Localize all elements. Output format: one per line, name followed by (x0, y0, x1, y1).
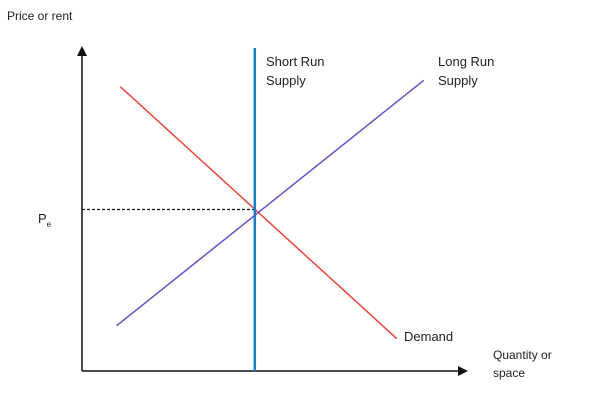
x-axis-label: Quantity or space (493, 348, 555, 380)
short-run-supply-label: Short Run Supply (266, 54, 328, 88)
long-run-supply-label-line-1: Long Run (438, 54, 494, 69)
short-run-supply-label-line-1: Short Run (266, 54, 325, 69)
y-axis-label: Price or rent (7, 9, 73, 23)
long-run-supply-label: Long Run Supply (438, 54, 498, 88)
y-tick-label-pe: Pe (38, 211, 52, 229)
short-run-supply-label-line-2: Supply (266, 73, 306, 88)
long-run-supply-label-line-2: Supply (438, 73, 478, 88)
demand-label-line-1: Demand (404, 329, 453, 344)
x-axis-label-line-1: Quantity or (493, 348, 552, 362)
demand-label: Demand (404, 329, 453, 344)
x-axis-label-line-2: space (493, 366, 525, 380)
y-tick-label-subscript: e (47, 220, 52, 229)
y-tick-label-main: P (38, 211, 47, 226)
long-run-supply-line (116, 79, 425, 327)
